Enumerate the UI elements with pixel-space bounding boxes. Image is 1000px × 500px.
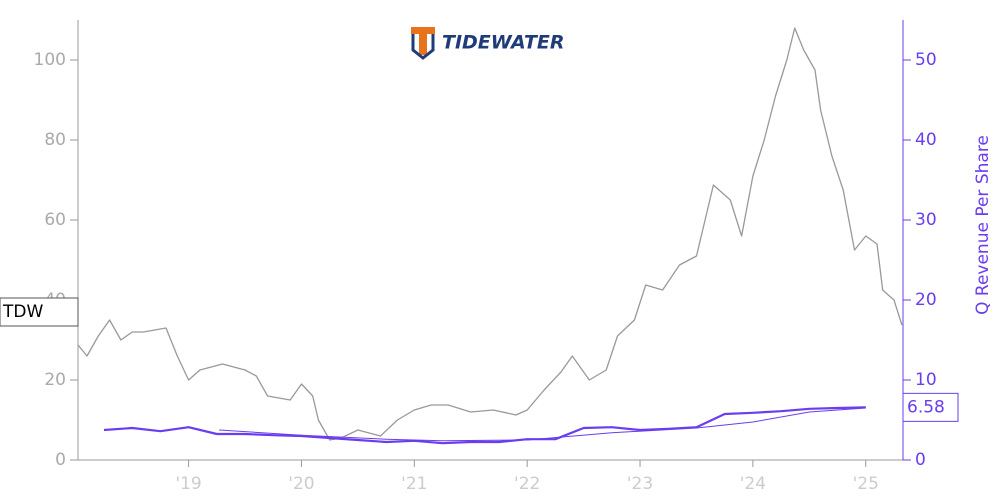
x-tick-label: '22 bbox=[514, 474, 540, 494]
x-tick-label: '20 bbox=[288, 474, 314, 494]
y2-tick-label: 40 bbox=[915, 130, 937, 150]
x-tick-label: '21 bbox=[401, 474, 427, 494]
last-value-label: 6.58 bbox=[907, 397, 945, 417]
series-line bbox=[219, 407, 866, 442]
y2-tick-label: 50 bbox=[915, 50, 937, 70]
logo-icon bbox=[419, 27, 427, 55]
ticker-box bbox=[0, 297, 79, 327]
y-tick-label: 0 bbox=[55, 450, 66, 470]
series-line bbox=[103, 406, 866, 445]
logo-text: TIDEWATER bbox=[442, 32, 565, 54]
x-tick-label: '24 bbox=[740, 474, 766, 494]
ticker-label: TDW bbox=[2, 302, 43, 322]
logo-icon bbox=[411, 34, 435, 60]
x-tick-label: '25 bbox=[853, 474, 879, 494]
x-tick-label: '23 bbox=[627, 474, 653, 494]
y2-axis-label: Q Revenue Per Share bbox=[973, 135, 993, 315]
y2-tick-label: 0 bbox=[915, 450, 926, 470]
y-tick-label: 20 bbox=[44, 370, 66, 390]
x-tick-label: '19 bbox=[175, 474, 201, 494]
y-tick-label: 60 bbox=[44, 210, 66, 230]
series-line bbox=[77, 27, 903, 441]
y-tick-label: 80 bbox=[44, 130, 66, 150]
y2-tick-label: 20 bbox=[915, 290, 937, 310]
y2-tick-label: 10 bbox=[915, 370, 937, 390]
y2-tick-label: 30 bbox=[915, 210, 937, 230]
last-value-box bbox=[902, 392, 959, 422]
logo: TIDEWATER bbox=[411, 27, 565, 60]
y-tick-label: 100 bbox=[34, 50, 66, 70]
